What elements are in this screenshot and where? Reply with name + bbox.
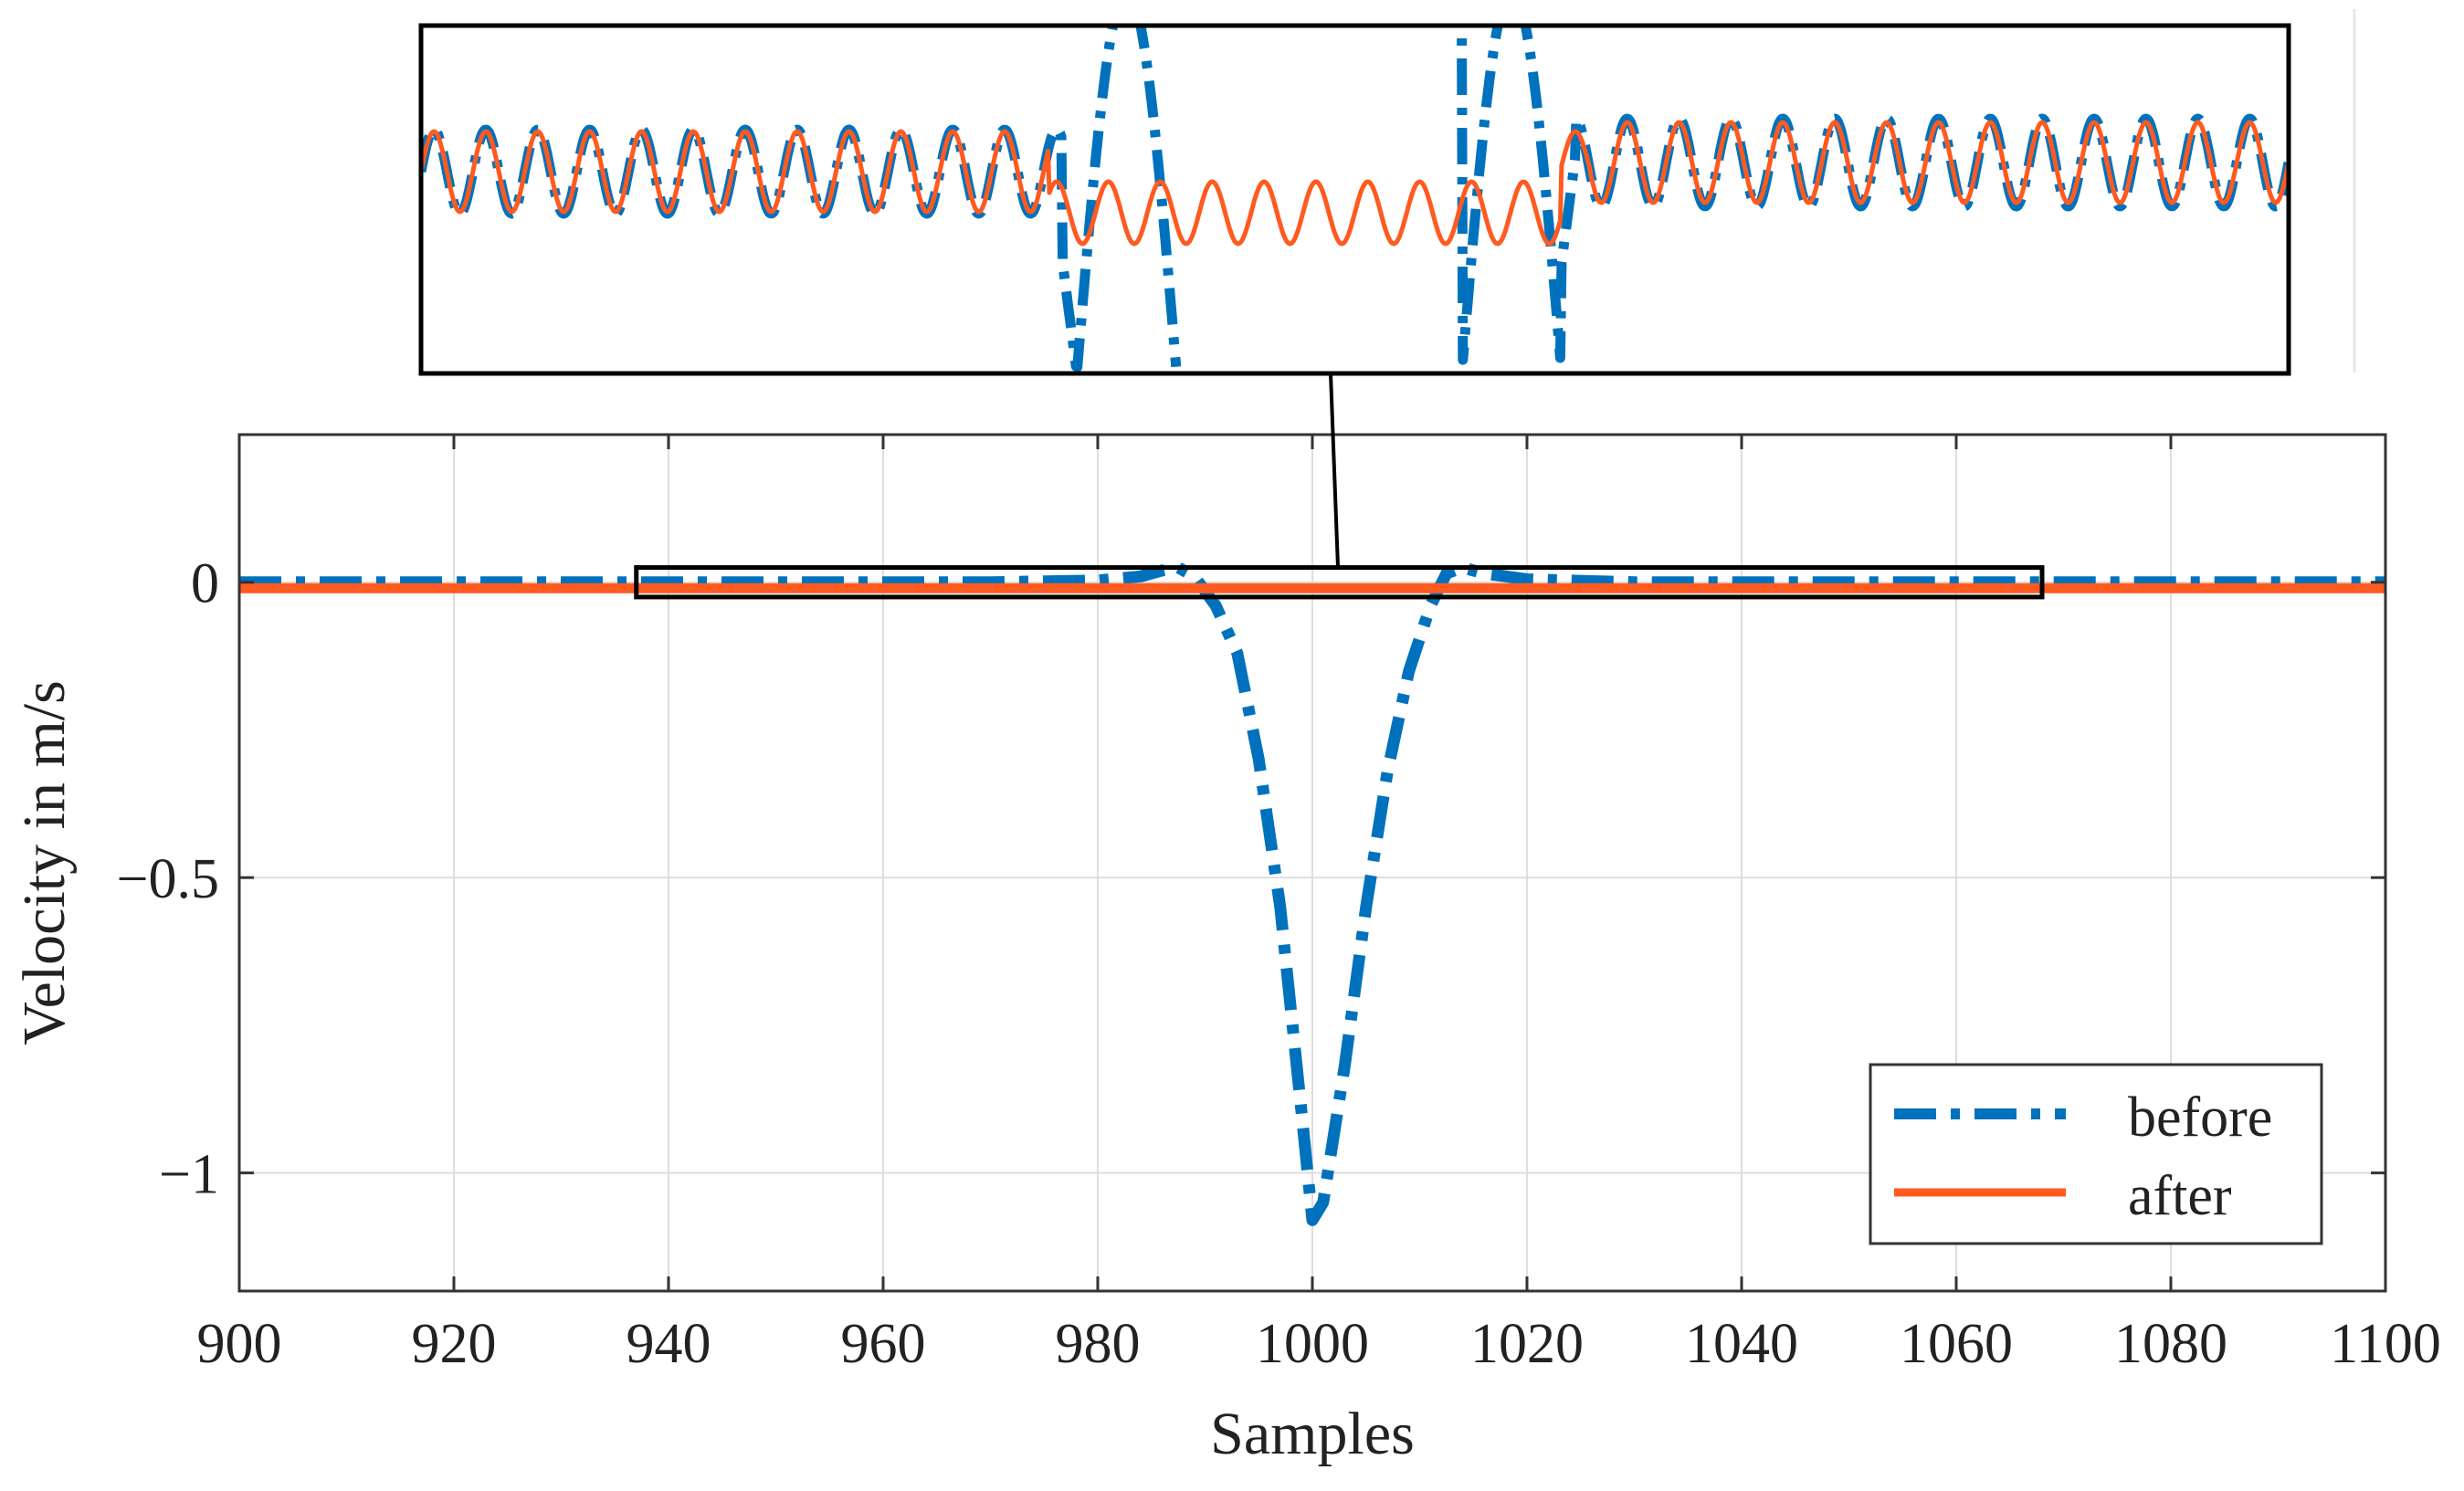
legend-label-before: before	[2128, 1087, 2272, 1149]
x-tick-label: 1040	[1685, 1313, 1798, 1375]
x-tick-label: 980	[1056, 1313, 1141, 1375]
x-tick-label: 1080	[2114, 1313, 2227, 1375]
series-group	[239, 562, 2385, 1226]
inset-background	[421, 26, 2289, 373]
tick-marks	[237, 435, 2387, 1291]
x-tick-label: 1000	[1256, 1313, 1369, 1375]
x-tick-label: 1060	[1900, 1313, 2013, 1375]
inset-series-group	[421, 26, 2289, 373]
y-tick-label: −0.5	[117, 848, 219, 910]
y-tick-label: −1	[159, 1144, 219, 1206]
x-tick-label: 900	[197, 1313, 282, 1375]
y-tick-labels: 0 −0.5 −1	[117, 553, 219, 1206]
x-axis-label: Samples	[1210, 1401, 1415, 1467]
inset-line-after	[421, 120, 2289, 247]
zoom-inset	[418, 23, 2291, 376]
x-tick-label: 920	[412, 1313, 497, 1375]
inset-connector-line	[1329, 373, 1340, 568]
inset-frame	[418, 23, 2291, 376]
x-tick-label: 1020	[1470, 1313, 1584, 1375]
x-tick-label: 960	[841, 1313, 926, 1375]
series-line-before	[239, 562, 2385, 1226]
y-axis-label: Velocity in m/s	[11, 680, 78, 1045]
x-tick-label: 1100	[2330, 1313, 2441, 1375]
zoom-region-rectangle	[634, 565, 2045, 600]
legend: before after	[1869, 1063, 2323, 1245]
legend-box	[1869, 1063, 2323, 1245]
legend-label-after: after	[2128, 1165, 2232, 1227]
y-tick-label: 0	[191, 553, 219, 615]
main-plot-area	[237, 433, 2387, 1293]
x-tick-labels: 900 920 940 960 980 1000 1020 1040 1060 …	[197, 1313, 2441, 1375]
x-tick-label: 940	[627, 1313, 711, 1375]
